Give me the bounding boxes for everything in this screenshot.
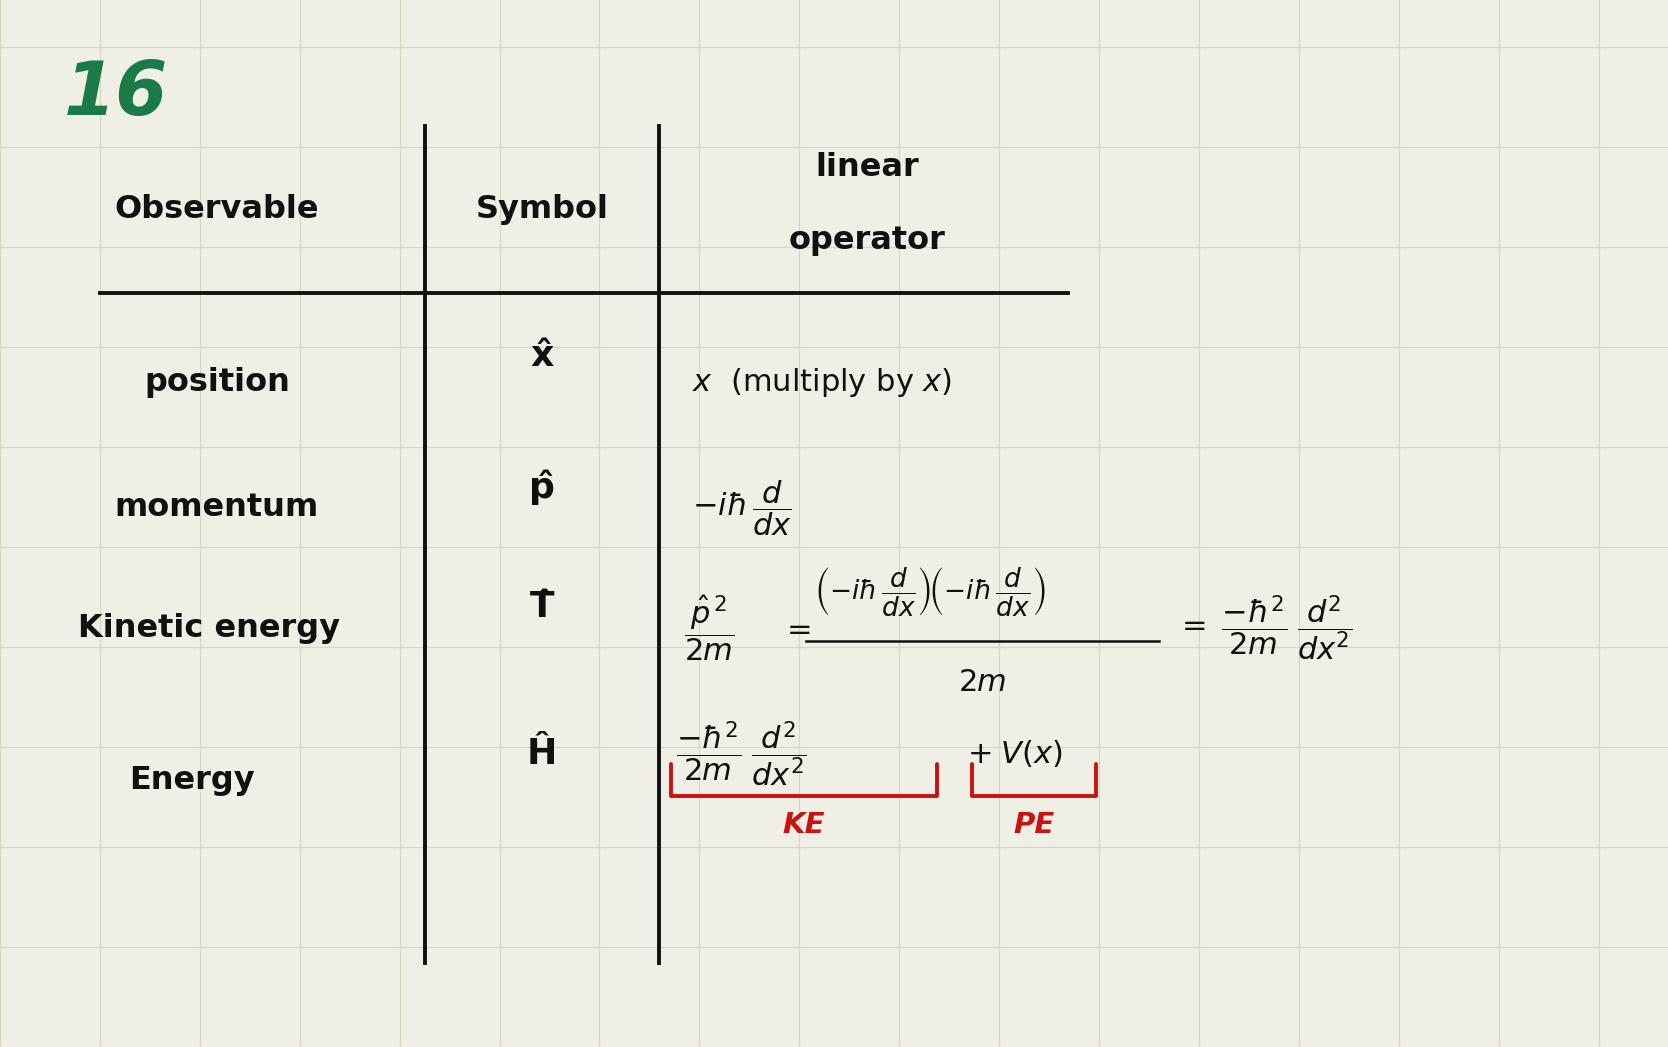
Text: position: position	[143, 366, 290, 398]
Text: Symbol: Symbol	[475, 194, 609, 225]
Text: $-i\hbar\,\dfrac{d}{dx}$: $-i\hbar\,\dfrac{d}{dx}$	[692, 478, 792, 537]
Text: $=$: $=$	[781, 614, 811, 643]
Text: $\dfrac{\hat{p}^{\,2}}{2m}$: $\dfrac{\hat{p}^{\,2}}{2m}$	[684, 594, 734, 663]
Text: operator: operator	[789, 225, 946, 257]
Text: T̂: T̂	[530, 591, 554, 624]
Text: Ĥ: Ĥ	[527, 737, 557, 771]
Text: p̂: p̂	[529, 469, 555, 505]
Text: PE: PE	[1014, 811, 1054, 839]
Text: $x$  (multiply by $x$): $x$ (multiply by $x$)	[692, 365, 952, 399]
Text: KE: KE	[782, 811, 826, 839]
Text: $+\;V(x)$: $+\;V(x)$	[967, 738, 1063, 770]
Text: Observable: Observable	[115, 194, 319, 225]
Text: $\dfrac{-\hbar^2}{2m}\;\dfrac{d^2}{dx^2}$: $\dfrac{-\hbar^2}{2m}\;\dfrac{d^2}{dx^2}…	[676, 719, 806, 788]
Text: 16: 16	[63, 58, 167, 131]
Text: Kinetic energy: Kinetic energy	[77, 612, 340, 644]
Text: $\left(-i\hbar\,\dfrac{d}{dx}\right)\!\left(-i\hbar\,\dfrac{d}{dx}\right)$: $\left(-i\hbar\,\dfrac{d}{dx}\right)\!\l…	[814, 565, 1046, 618]
Text: Energy: Energy	[128, 764, 255, 796]
Text: x̂: x̂	[530, 339, 554, 373]
Text: $=\;\dfrac{-\hbar^2}{2m}\;\dfrac{d^2}{dx^2}$: $=\;\dfrac{-\hbar^2}{2m}\;\dfrac{d^2}{dx…	[1176, 594, 1353, 663]
Text: linear: linear	[816, 152, 919, 183]
Text: momentum: momentum	[115, 492, 319, 524]
Text: $2m$: $2m$	[957, 668, 1007, 697]
